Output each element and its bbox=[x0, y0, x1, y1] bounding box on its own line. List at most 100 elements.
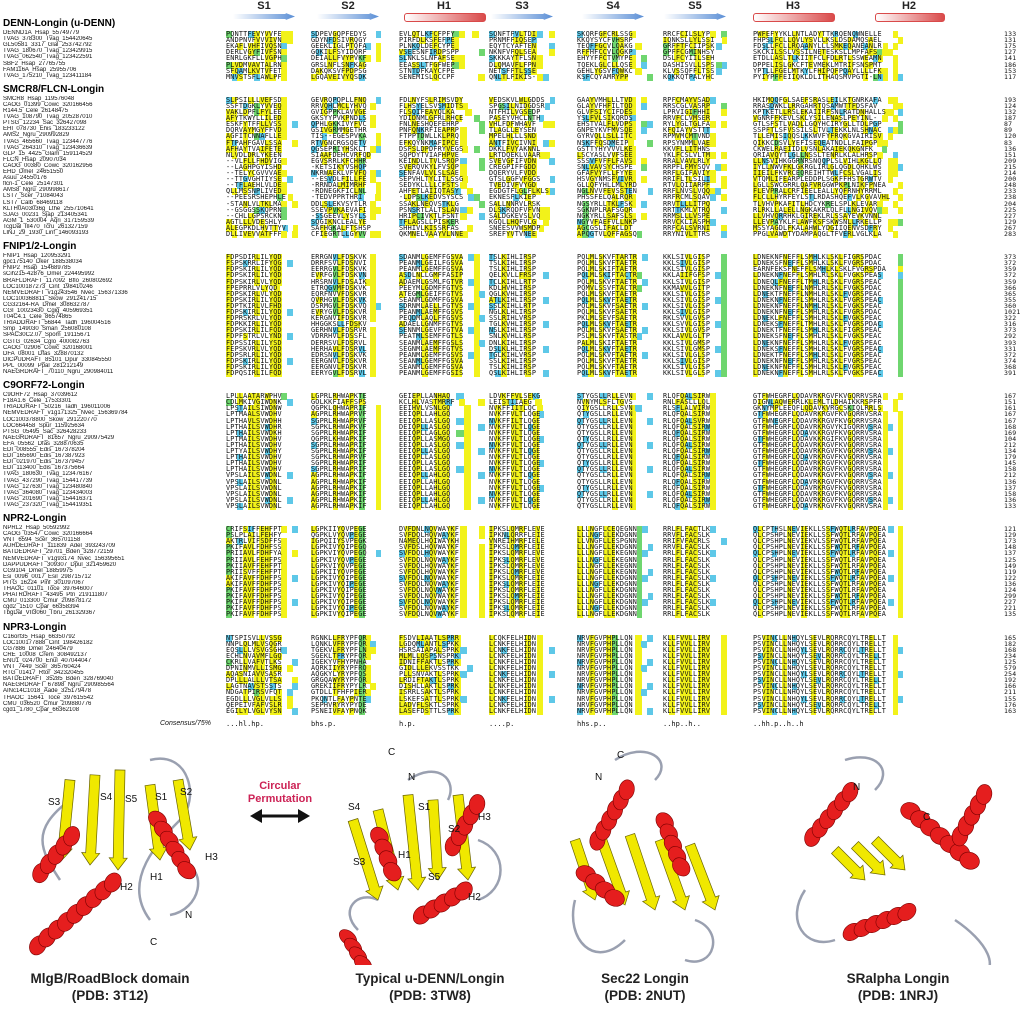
conservation-highlight bbox=[451, 31, 459, 38]
strand-arrow bbox=[233, 13, 295, 20]
sequence-end-number: 187 bbox=[1004, 115, 1026, 122]
conservation-highlight bbox=[788, 127, 794, 135]
sequence-name: TVAG_378300_Tvag_154420645 bbox=[3, 36, 148, 42]
conservation-highlight bbox=[778, 43, 784, 51]
sequence-segment: SFQAMLKVTVFET bbox=[226, 67, 298, 75]
sequence-segment: GTLSFSTLVADLLGQYHCIRYGLLTDLPGP bbox=[753, 121, 903, 128]
conservation-highlight bbox=[617, 49, 625, 57]
conservation-highlight bbox=[478, 127, 486, 135]
conservation-highlight bbox=[680, 31, 687, 38]
conservation-highlight bbox=[883, 67, 889, 75]
conservation-highlight bbox=[513, 127, 520, 135]
family-title: SMCR8/FLCN-Longin bbox=[3, 84, 104, 95]
conservation-highlight bbox=[673, 55, 680, 63]
conservation-highlight bbox=[501, 73, 508, 81]
conservation-highlight bbox=[248, 61, 254, 69]
conservation-highlight bbox=[848, 96, 854, 104]
conservation-highlight bbox=[359, 55, 366, 63]
sequence-segment: VSEESNFIRDPSPP bbox=[399, 49, 485, 56]
structure-caption: MlgB/RoadBlock domain (PDB: 3T12) bbox=[0, 970, 220, 1004]
conservation-highlight bbox=[815, 115, 821, 123]
conservation-highlight bbox=[292, 139, 299, 147]
conservation-highlight bbox=[668, 73, 674, 81]
sequence-name: CGI_10023430_Cgig_405969351 bbox=[3, 308, 148, 314]
sequence-segment: GLVFSIYCIFDES bbox=[577, 109, 653, 116]
sequence-segment: FLSQIFEAYQLKA bbox=[399, 109, 485, 116]
sequence-segment: GEVRQPQPLLFNQ bbox=[311, 96, 381, 104]
conservation-highlight bbox=[635, 67, 642, 75]
conservation-highlight bbox=[404, 102, 411, 110]
conservation-highlight bbox=[429, 49, 437, 57]
sequence-segment: DERLVGYFIVFSN bbox=[226, 49, 298, 56]
conservation-highlight bbox=[773, 67, 779, 75]
sequence-segment: LGQAVEIVYQSDK bbox=[311, 73, 381, 81]
conservation-highlight bbox=[248, 96, 254, 104]
conservation-highlight bbox=[861, 139, 868, 147]
conservation-highlight bbox=[321, 139, 328, 147]
conservation-highlight bbox=[833, 67, 839, 75]
conservation-highlight bbox=[843, 67, 849, 75]
sequence-segment: FNLNESHQEFEHRP bbox=[399, 121, 485, 128]
conservation-highlight bbox=[583, 73, 590, 81]
alignment-row: DENND1A_Hsap_55749779 PQNTTFEVYVVFE SDPEVG… bbox=[0, 30, 1028, 38]
conservation-highlight bbox=[504, 102, 510, 110]
conservation-highlight bbox=[758, 133, 764, 141]
conservation-highlight bbox=[588, 115, 595, 123]
conservation-highlight bbox=[270, 37, 277, 45]
conservation-highlight bbox=[815, 139, 821, 147]
conservation-highlight bbox=[820, 139, 826, 147]
conservation-highlight bbox=[873, 133, 879, 141]
conservation-highlight bbox=[527, 151, 534, 159]
sequence-segment: LLLNGFLLEKDGNN bbox=[577, 611, 653, 618]
conservation-highlight bbox=[226, 96, 232, 104]
conservation-highlight bbox=[762, 109, 768, 116]
structure-label: S1 bbox=[155, 792, 168, 803]
conservation-highlight bbox=[231, 61, 238, 69]
conservation-highlight bbox=[242, 102, 249, 110]
conservation-highlight bbox=[412, 67, 420, 75]
sequence-segment: VPSLAILSVWDNL bbox=[226, 502, 298, 510]
conservation-highlight bbox=[332, 127, 339, 135]
conservation-highlight bbox=[692, 121, 699, 129]
conservation-highlight bbox=[623, 102, 630, 110]
conservation-highlight bbox=[499, 102, 505, 110]
conservation-highlight bbox=[259, 96, 266, 104]
conservation-highlight bbox=[264, 139, 271, 147]
conservation-highlight bbox=[513, 31, 520, 38]
conservation-highlight bbox=[327, 121, 333, 129]
conservation-highlight bbox=[808, 55, 814, 63]
conservation-highlight bbox=[375, 43, 382, 51]
conservation-highlight bbox=[594, 115, 601, 123]
family-title: C9ORF72-Longin bbox=[3, 380, 85, 391]
conservation-highlight bbox=[429, 139, 437, 147]
sequence-segment: GLAYVFHFILTQD bbox=[577, 102, 653, 110]
conservation-highlight bbox=[442, 127, 449, 135]
structure-caption: Typical u-DENN/Longin (PDB: 3TW8) bbox=[320, 970, 540, 1004]
conservation-highlight bbox=[838, 43, 844, 51]
conservation-highlight bbox=[332, 37, 339, 45]
conservation-highlight bbox=[292, 121, 299, 129]
sequence-name: CGTG_02634_Cglo_400082763 bbox=[3, 339, 148, 345]
sequence-name: TVAG_108790_Tvag_205287010 bbox=[3, 114, 148, 120]
sequence-name: TVAG_062540_Tvag_123422591 bbox=[3, 54, 148, 60]
structure-label: S3 bbox=[48, 797, 61, 808]
sequence-name: CRE_10008_Crem_308492137 bbox=[3, 652, 148, 658]
conservation-highlight bbox=[448, 133, 455, 141]
sequence-segment: SKQRFGFCRLSSG bbox=[577, 31, 653, 38]
sequence-segment: AGFITCNNAFLLE bbox=[226, 133, 298, 140]
conservation-highlight bbox=[833, 96, 839, 104]
conservation-highlight bbox=[332, 43, 339, 51]
conservation-highlight bbox=[893, 61, 899, 69]
sequence-segment: VEDSKVLWLGDDS bbox=[489, 96, 555, 104]
conservation-highlight bbox=[888, 96, 894, 104]
conservation-highlight bbox=[893, 31, 899, 38]
conservation-highlight bbox=[505, 145, 512, 153]
sequence-name: gpc175140_Dker_188538034 bbox=[3, 259, 148, 265]
conservation-highlight bbox=[849, 145, 856, 153]
conservation-highlight bbox=[641, 96, 648, 104]
conservation-highlight bbox=[629, 133, 636, 141]
conservation-highlight bbox=[281, 96, 288, 104]
sequence-name: VNT_7449_Scer_365760424 bbox=[3, 664, 148, 670]
conservation-highlight bbox=[838, 55, 844, 63]
